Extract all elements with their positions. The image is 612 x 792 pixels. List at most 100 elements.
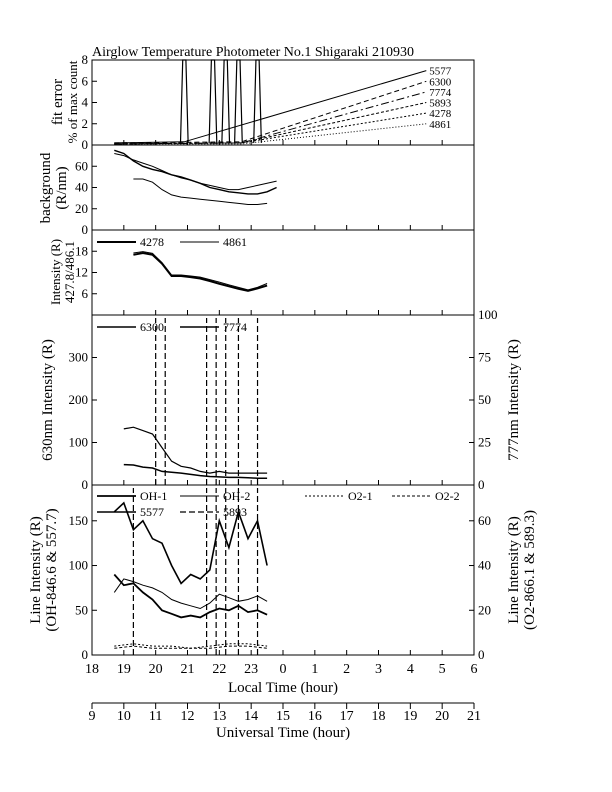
y-tick-label-red-right: 50 <box>478 392 491 407</box>
x-tick-label-local: 20 <box>149 662 163 677</box>
x-tick-label-ut: 18 <box>372 709 386 724</box>
fit-error-label: 7774 <box>429 87 452 99</box>
legend-label-7774: 7774 <box>223 320 247 334</box>
fit-error-label: 6300 <box>429 76 452 88</box>
fit-error-line <box>114 91 427 145</box>
fit-error-spike <box>179 59 189 143</box>
legend-label-oh1: OH-1 <box>140 489 167 503</box>
legend-label-4278: 4278 <box>140 235 164 249</box>
oh2-line <box>113 578 268 610</box>
ylabel-red-right: 777nm Intensity (R) <box>506 339 522 461</box>
ylabel-fit-1: fit error <box>50 79 66 125</box>
y-tick-label-red-right: 100 <box>478 307 498 322</box>
x-tick-label-local: 18 <box>85 662 99 677</box>
fit-error-line <box>114 70 427 144</box>
x-tick-label-ut: 21 <box>467 709 481 724</box>
x-tick-label-ut: 13 <box>212 709 226 724</box>
ylabel-bg-2: (R/nm) <box>54 166 70 209</box>
x-tick-label-local: 19 <box>117 662 131 677</box>
chart-title: Airglow Temperature Photometer No.1 Shig… <box>92 45 414 60</box>
fit-error-spike <box>221 59 231 143</box>
y-tick-label-line-right: 60 <box>478 513 491 528</box>
ylabel-bg-1: background <box>38 152 54 223</box>
background-line <box>114 149 277 195</box>
fit-error-spike <box>208 59 218 143</box>
x-tick-label-local: 1 <box>311 662 318 677</box>
panel-fit-error <box>91 59 475 146</box>
xlabel-local: Local Time (hour) <box>228 680 338 696</box>
background-line <box>114 153 277 191</box>
fit-error-label: 4278 <box>429 108 452 120</box>
fit-error-spike <box>253 59 262 143</box>
x-tick-label-ut: 10 <box>117 709 131 724</box>
x-tick-label-local: 4 <box>407 662 414 677</box>
legend-label-4861: 4861 <box>223 235 247 249</box>
x-tick-label-ut: 17 <box>340 709 354 724</box>
x-tick-label-local: 23 <box>244 662 258 677</box>
ylabel-line-left-2: (OH-846.6 & 557.7) <box>44 508 60 631</box>
y-tick-label-bg: 40 <box>75 180 88 195</box>
background-line <box>133 178 268 205</box>
y-tick-label-red-left: 200 <box>69 392 89 407</box>
legend-label-o2-2: O2-2 <box>435 489 460 503</box>
blue-intensity-line <box>133 251 268 292</box>
y-tick-label-line-left: 150 <box>69 513 89 528</box>
y-tick-label-fit: 0 <box>82 137 89 152</box>
y-tick-label-blue: 12 <box>75 265 88 280</box>
legend-label-5893: 5893 <box>223 505 247 519</box>
y-tick-label-blue: 6 <box>82 286 89 301</box>
y-tick-label-blue: 18 <box>75 243 88 258</box>
y-tick-label-line-left: 50 <box>75 602 88 617</box>
x-tick-label-local: 22 <box>212 662 226 677</box>
y-tick-label-bg: 20 <box>75 201 88 216</box>
y-tick-label-line-right: 20 <box>478 602 491 617</box>
x-tick-label-local: 6 <box>471 662 478 677</box>
x-tick-label-ut: 16 <box>308 709 322 724</box>
fit-error-spike <box>234 59 243 143</box>
ylabel-fit-2: % of max count <box>65 60 80 143</box>
oh1-line <box>113 573 268 619</box>
o2-2-line <box>114 645 268 649</box>
fit-error-line <box>114 123 427 145</box>
x-tick-label-local: 5 <box>439 662 446 677</box>
panel-background <box>91 144 475 231</box>
x-tick-label-local: 0 <box>280 662 287 677</box>
x-tick-label-ut: 12 <box>181 709 195 724</box>
red-6300-line <box>123 463 268 479</box>
y-tick-label-red-left: 100 <box>69 435 89 450</box>
y-tick-label-red-left: 0 <box>82 477 89 492</box>
legend-label-o2-1: O2-1 <box>348 489 373 503</box>
y-tick-label-line-left: 100 <box>69 558 89 573</box>
x-tick-label-ut: 20 <box>435 709 449 724</box>
line-5577 <box>113 501 268 585</box>
x-tick-label-ut: 15 <box>276 709 290 724</box>
y-tick-label-fit: 2 <box>82 116 89 131</box>
ylabel-red-left: 630nm Intensity (R) <box>40 339 56 461</box>
y-tick-label-red-right: 0 <box>478 477 485 492</box>
red-7774-line <box>123 426 268 474</box>
x-tick-label-ut: 9 <box>89 709 96 724</box>
x-tick-label-ut: 14 <box>244 709 258 724</box>
ylabel-line-left-1: Line Intensity (R) <box>28 516 44 623</box>
y-tick-label-line-right: 40 <box>478 558 491 573</box>
fit-error-line <box>114 80 427 144</box>
panel-red-intensity <box>91 314 475 486</box>
blue-intensity-line <box>133 251 268 291</box>
fit-error-label: 4861 <box>429 119 451 131</box>
x-tick-label-ut: 11 <box>149 709 162 724</box>
ylabel-blue-2: 427.8/486.1 <box>62 241 77 303</box>
y-tick-label-red-left: 300 <box>69 350 89 365</box>
x-tick-label-ut: 19 <box>403 709 417 724</box>
fit-error-line <box>114 112 427 145</box>
xlabel-ut: Universal Time (hour) <box>216 725 350 741</box>
y-tick-label-line-left: 0 <box>82 647 89 662</box>
y-tick-label-bg: 0 <box>82 222 89 237</box>
legend-label-6300: 6300 <box>140 320 164 334</box>
legend-label-5577: 5577 <box>140 505 164 519</box>
x-tick-label-local: 21 <box>181 662 195 677</box>
x-tick-label-local: 3 <box>375 662 382 677</box>
legend-label-oh2: OH-2 <box>223 489 250 503</box>
y-tick-label-line-right: 0 <box>478 647 485 662</box>
y-tick-label-fit: 8 <box>82 52 89 67</box>
